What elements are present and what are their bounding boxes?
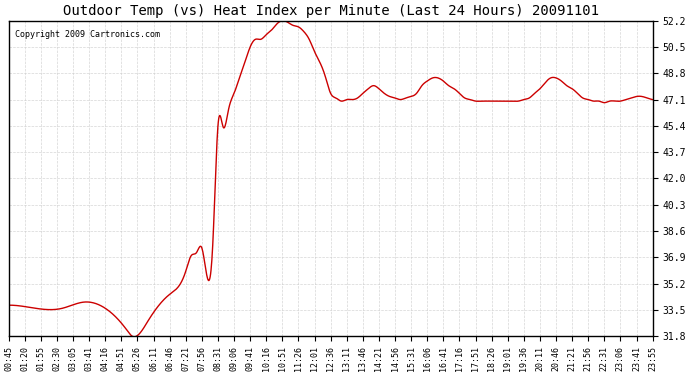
Text: Copyright 2009 Cartronics.com: Copyright 2009 Cartronics.com — [15, 30, 160, 39]
Title: Outdoor Temp (vs) Heat Index per Minute (Last 24 Hours) 20091101: Outdoor Temp (vs) Heat Index per Minute … — [63, 4, 599, 18]
